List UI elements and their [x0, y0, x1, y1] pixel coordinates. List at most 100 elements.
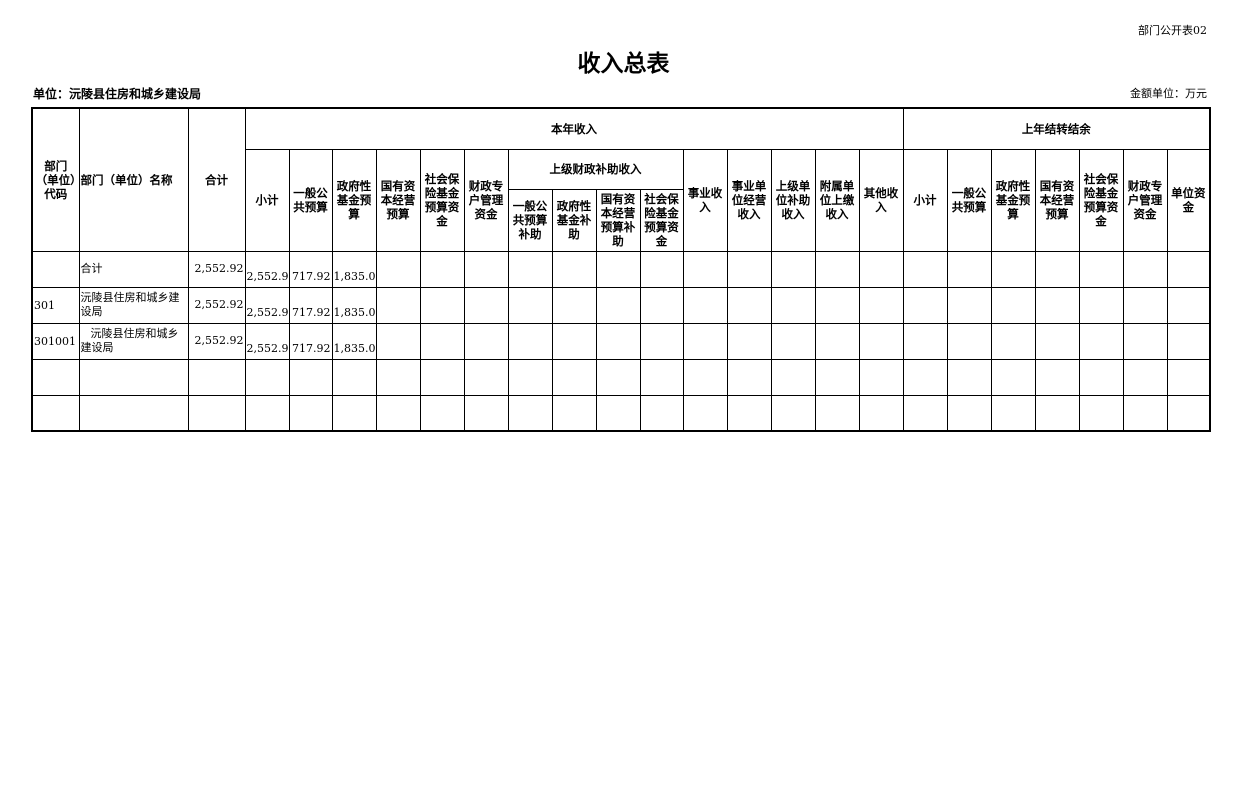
- header-sub-social: 社会保险基金预算资金: [639, 188, 684, 252]
- header-social-insurance: 社会保险基金预算资金: [419, 148, 465, 252]
- row-value: [946, 286, 992, 324]
- row-value: [595, 394, 641, 432]
- row-value: [1078, 286, 1124, 324]
- row-value: [858, 358, 904, 396]
- row-value: 2,552.92: [244, 322, 290, 360]
- row-value: [507, 322, 553, 360]
- table-row: 合计2,552.922,552.92717.921,835.00: [31, 250, 1211, 288]
- row-value: [639, 358, 684, 396]
- row-value: 2,552.92: [244, 250, 290, 288]
- row-value: [1166, 322, 1211, 360]
- row-value: [1034, 322, 1080, 360]
- row-value: [463, 250, 509, 288]
- row-value: [946, 358, 992, 396]
- header-total: 合计: [187, 107, 246, 252]
- header-prior-gov-fund: 政府性基金预算: [990, 148, 1036, 252]
- row-value: [902, 358, 948, 396]
- row-value: [1122, 358, 1168, 396]
- row-value: [244, 394, 290, 432]
- row-value: [726, 250, 772, 288]
- row-name: 沅陵县住房和城乡建设局: [78, 322, 189, 360]
- row-value: [463, 394, 509, 432]
- row-value: [595, 286, 641, 324]
- header-prior-state-capital: 国有资本经营预算: [1034, 148, 1080, 252]
- row-code: [31, 358, 80, 396]
- row-value: [1078, 358, 1124, 396]
- row-value: [990, 286, 1036, 324]
- row-code: [31, 250, 80, 288]
- row-value: [639, 286, 684, 324]
- row-name: 合计: [78, 250, 189, 288]
- row-value: [595, 250, 641, 288]
- header-code: 部门（单位）代码: [31, 107, 80, 252]
- header-prior-subtotal: 小计: [902, 148, 948, 252]
- row-value: [814, 250, 860, 288]
- row-value: [331, 358, 377, 396]
- row-value: [639, 250, 684, 288]
- header-state-capital: 国有资本经营预算: [375, 148, 421, 252]
- row-value: 717.92: [288, 250, 333, 288]
- row-value: [902, 250, 948, 288]
- row-value: [990, 322, 1036, 360]
- row-value: [1122, 322, 1168, 360]
- header-prior-social: 社会保险基金预算资金: [1078, 148, 1124, 252]
- row-value: [770, 394, 816, 432]
- row-value: [244, 358, 290, 396]
- row-value: [419, 286, 465, 324]
- table-body: 合计2,552.922,552.92717.921,835.00301沅陵县住房…: [31, 250, 1211, 432]
- row-value: [463, 322, 509, 360]
- row-value: [375, 358, 421, 396]
- row-value: [551, 394, 597, 432]
- row-value: 717.92: [288, 322, 333, 360]
- row-value: [902, 394, 948, 432]
- row-value: [551, 358, 597, 396]
- row-value: [1034, 286, 1080, 324]
- header-business-operating: 事业单位经营收入: [726, 148, 772, 252]
- row-value: [902, 286, 948, 324]
- row-value: [288, 358, 333, 396]
- row-value: [770, 322, 816, 360]
- row-value: [682, 394, 728, 432]
- row-value: [858, 394, 904, 432]
- header-prior-year: 上年结转结余: [902, 107, 1211, 150]
- header-sub-general: 一般公共预算补助: [507, 188, 553, 252]
- row-value: [1034, 394, 1080, 432]
- row-value: [814, 358, 860, 396]
- row-value: [463, 286, 509, 324]
- row-value: [507, 394, 553, 432]
- money-unit: 金额单位：万元: [1130, 87, 1207, 100]
- header-prior-general: 一般公共预算: [946, 148, 992, 252]
- header-superior-unit-subsidy: 上级单位补助收入: [770, 148, 816, 252]
- row-value: [814, 286, 860, 324]
- row-value: [507, 358, 553, 396]
- row-value: [902, 322, 948, 360]
- row-value: [595, 322, 641, 360]
- row-value: [507, 250, 553, 288]
- row-code: [31, 394, 80, 432]
- row-value: [1122, 286, 1168, 324]
- row-value: [1078, 394, 1124, 432]
- header-superior-subsidy: 上级财政补助收入: [507, 148, 684, 190]
- header-other-income: 其他收入: [858, 148, 904, 252]
- row-value: [375, 322, 421, 360]
- table-row: 301沅陵县住房和城乡建设局2,552.922,552.92717.921,83…: [31, 286, 1211, 324]
- row-value: [990, 358, 1036, 396]
- row-code: 301: [31, 286, 80, 324]
- header-prior-unit-funds: 单位资金: [1166, 148, 1211, 252]
- row-value: [990, 250, 1036, 288]
- row-name: [78, 358, 189, 396]
- header-prior-fiscal-account: 财政专户管理资金: [1122, 148, 1168, 252]
- row-name: [78, 394, 189, 432]
- row-value: [1034, 250, 1080, 288]
- row-value: [946, 250, 992, 288]
- row-value: [1122, 394, 1168, 432]
- header-name: 部门（单位）名称: [78, 107, 189, 252]
- row-value: [770, 358, 816, 396]
- row-value: [770, 286, 816, 324]
- row-value: [331, 394, 377, 432]
- row-name: 沅陵县住房和城乡建设局: [78, 286, 189, 324]
- row-value: [1166, 394, 1211, 432]
- header-subtotal: 小计: [244, 148, 290, 252]
- page-title: 收入总表: [577, 51, 670, 77]
- row-value: [726, 322, 772, 360]
